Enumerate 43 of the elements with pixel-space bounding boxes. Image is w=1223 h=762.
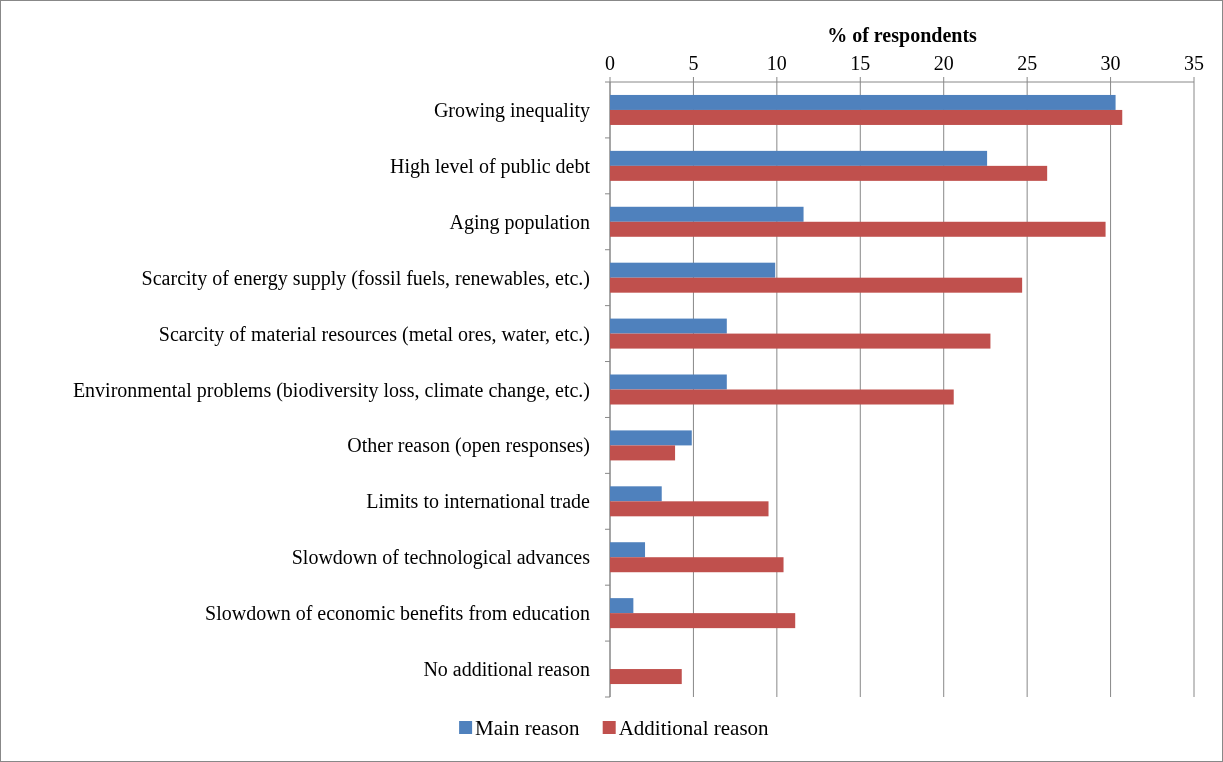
x-tick-label: 0 <box>605 52 615 74</box>
bar <box>610 542 646 558</box>
bar <box>610 94 1116 110</box>
x-tick-label: 5 <box>688 52 699 74</box>
x-tick-label: 15 <box>850 52 871 74</box>
bar <box>610 333 991 349</box>
x-tick-label: 35 <box>1184 52 1204 74</box>
x-axis-title: % of respondents <box>827 24 978 47</box>
legend-label: Additional reason <box>618 716 770 740</box>
y-tick-label: Growing inequality <box>433 98 590 122</box>
x-tick-label: 20 <box>933 52 954 74</box>
bar <box>610 389 954 405</box>
bar <box>610 262 776 278</box>
x-tick-label: 10 <box>766 52 787 74</box>
y-tick-label: Environmental problems (biodiversity loss, climate change, etc.) <box>72 378 590 402</box>
y-tick-label: Other reason (open responses) <box>347 434 590 458</box>
bar <box>610 165 1048 181</box>
bar <box>610 318 727 334</box>
y-tick-label: Slowdown of economic benefits from education <box>205 602 590 625</box>
x-tick-label: 25 <box>1017 52 1038 74</box>
bar <box>610 613 796 629</box>
bar <box>610 277 1023 293</box>
y-tick-label: Limits to international trade <box>366 490 591 513</box>
bar <box>610 374 727 390</box>
bar <box>610 206 804 222</box>
y-tick-label: No additional reason <box>423 658 590 681</box>
bar <box>610 221 1106 237</box>
y-tick-label: Scarcity of energy supply (fossil fuels, renewables, etc.) <box>141 266 590 290</box>
x-tick-label: 30 <box>1100 52 1121 74</box>
bar <box>610 150 988 166</box>
y-tick-label: Aging population <box>449 210 590 234</box>
legend-label: Main reason <box>475 716 580 740</box>
bar <box>610 486 662 502</box>
bar <box>610 557 784 573</box>
bar <box>610 109 1123 125</box>
y-tick-label: High level of public debt <box>390 154 591 178</box>
y-tick-label: Scarcity of material resources (metal ores, water, etc.) <box>158 322 590 346</box>
y-tick-label: Slowdown of technological advances <box>291 546 591 570</box>
bar <box>610 430 692 446</box>
bar <box>610 669 682 685</box>
bar <box>610 501 769 517</box>
bar <box>610 598 634 614</box>
bar <box>610 445 676 461</box>
